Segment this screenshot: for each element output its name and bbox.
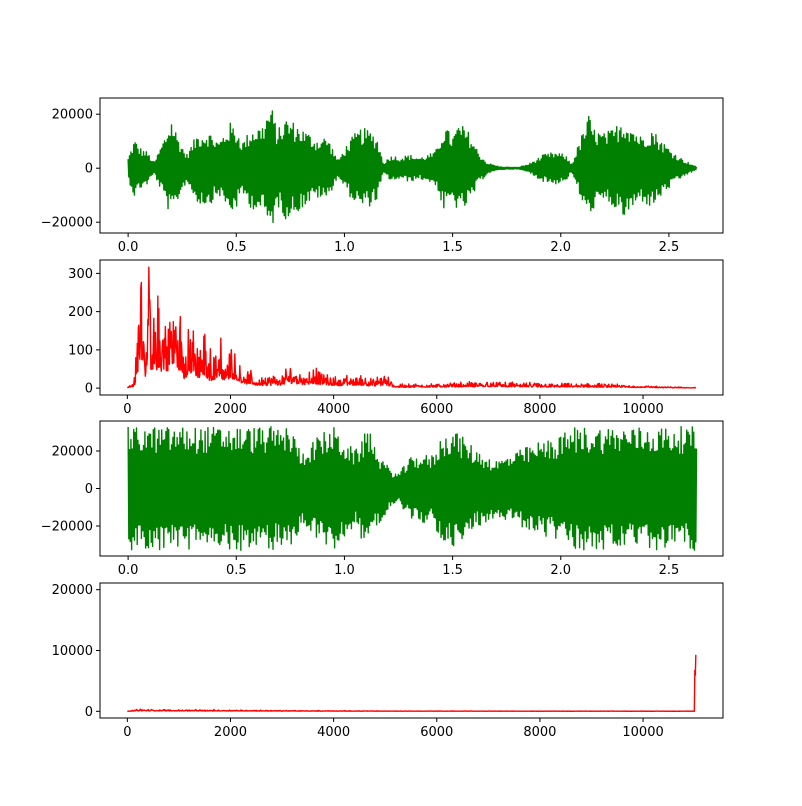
y-tick-label: 20000 [52,445,93,460]
y-tick-label: −20000 [41,216,93,231]
x-tick-label: 2.5 [659,240,680,255]
x-tick-label: 0.0 [118,240,139,255]
x-tick-label: 2.5 [659,563,680,578]
x-tick-label: 1.5 [442,563,463,578]
axes-frame [99,97,724,234]
x-tick-label: 2000 [214,725,247,740]
plot-area [127,426,698,551]
y-tick-label: 20000 [52,108,93,123]
y-tick-label: 10000 [52,644,93,659]
plot-area [127,110,698,224]
x-tick-label: 0 [123,402,131,417]
x-tick-label: 6000 [420,402,453,417]
x-tick-label: 10000 [622,725,663,740]
plot-area [127,654,697,713]
x-tick-label: 1.0 [334,240,355,255]
x-tick-label: 8000 [523,402,556,417]
series-line [127,426,698,551]
subplot-3-waveform: 0.0 0.5 1.0 1.5 2.0 2.5 −20000 0 20000 [41,420,724,578]
y-tick-label: 0 [85,382,93,397]
subplot-2-spectrum: 0 2000 4000 6000 8000 10000 0 100 200 300 [68,259,724,417]
subplot-1-waveform: 0.0 0.5 1.0 1.5 2.0 2.5 −20000 0 20000 [41,97,724,255]
x-tick-label: 8000 [523,725,556,740]
x-tick-label: 2000 [214,402,247,417]
x-tick-label: 1.5 [442,240,463,255]
x-tick-label: 0.5 [226,240,247,255]
x-tick-label: 0 [123,725,131,740]
axes-frame [99,259,724,396]
y-tick-label: −20000 [41,520,93,535]
x-tick-label: 6000 [420,725,453,740]
x-tick-label: 1.0 [334,563,355,578]
y-tick-label: 100 [68,343,93,358]
plot-area [126,266,697,389]
x-tick-label: 0.0 [118,563,139,578]
y-tick-label: 20000 [52,583,93,598]
y-tick-label: 0 [85,705,93,720]
y-tick-label: 0 [85,162,93,177]
x-tick-label: 10000 [622,402,663,417]
series-line [126,266,697,389]
x-tick-label: 0.5 [226,563,247,578]
series-line [127,110,698,224]
x-tick-label: 2.0 [550,563,571,578]
series-line [127,654,697,713]
x-tick-label: 2.0 [550,240,571,255]
x-tick-label: 4000 [317,402,350,417]
x-tick-label: 4000 [317,725,350,740]
y-tick-label: 200 [68,305,93,320]
y-tick-label: 300 [68,267,93,282]
subplot-4-spectrum: 0 2000 4000 6000 8000 10000 0 10000 20000 [52,582,724,740]
y-tick-label: 0 [85,482,93,497]
